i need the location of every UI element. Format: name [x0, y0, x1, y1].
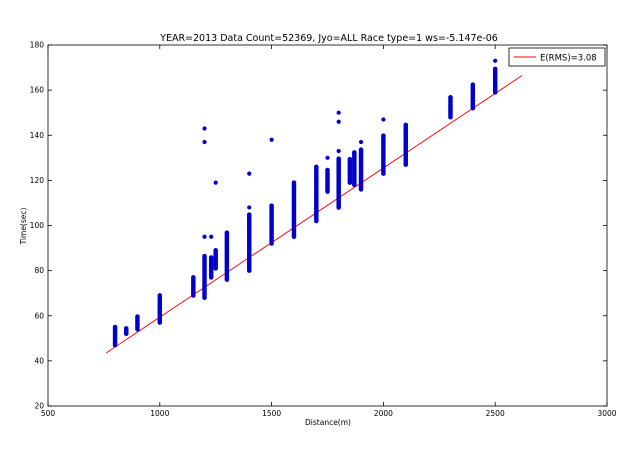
scatter-point — [209, 234, 214, 239]
x-tick-label: 500 — [41, 409, 56, 418]
scatter-point — [213, 248, 218, 253]
y-tick-label: 80 — [34, 266, 44, 275]
scatter-point — [191, 275, 196, 280]
x-axis-label: Distance(m) — [305, 418, 351, 427]
x-tick-label: 3000 — [597, 409, 616, 418]
scatter-column — [403, 122, 409, 167]
plot-marks — [105, 58, 523, 354]
scatter-point — [202, 139, 207, 145]
scatter-point — [492, 66, 498, 72]
scatter-point — [336, 110, 341, 115]
scatter-point — [208, 255, 214, 260]
axes: 500 1000 1500 2000 2500 3000 20 40 60 80 100 120 140… — [30, 41, 617, 418]
scatter-column — [191, 275, 196, 298]
scatter-point — [347, 156, 353, 162]
y-tick-label: 180 — [30, 41, 45, 50]
scatter-column — [202, 253, 207, 301]
scatter-column — [347, 156, 353, 185]
scatter-column — [470, 82, 476, 111]
scatter-point — [112, 324, 118, 330]
scatter-column — [157, 293, 163, 325]
scatter-column — [112, 324, 118, 348]
chart-title: YEAR=2013 Data Count=52369, Jyo=ALL Race… — [159, 33, 498, 44]
scatter-point — [246, 212, 252, 217]
scatter-point — [493, 58, 498, 63]
scatter-column — [448, 95, 453, 120]
legend: E(RMS)=3.08 — [508, 47, 606, 67]
scatter-point — [269, 203, 274, 208]
scatter-point — [135, 314, 140, 319]
scatter-point — [202, 234, 207, 239]
scatter-column — [314, 164, 319, 224]
y-tick-label: 60 — [34, 311, 44, 320]
scatter-point — [247, 205, 252, 210]
scatter-column — [381, 133, 386, 176]
scatter-point — [336, 119, 341, 124]
x-tick-label: 1000 — [150, 409, 169, 418]
scatter-point — [202, 126, 207, 131]
y-tick-label: 160 — [30, 86, 45, 95]
scatter-point — [358, 139, 364, 145]
scatter-point — [358, 147, 364, 152]
scatter-column — [352, 150, 357, 188]
scatter-column — [336, 156, 341, 210]
scatter-point — [213, 180, 218, 185]
x-tick-label: 2500 — [486, 409, 505, 418]
scatter-point — [470, 82, 476, 88]
scatter-point — [352, 150, 357, 155]
scatter-point — [403, 122, 409, 128]
scatter-point — [336, 148, 341, 154]
scatter-point — [291, 180, 297, 185]
scatter-point — [448, 95, 453, 100]
scatter-point — [224, 230, 230, 236]
y-tick-label: 140 — [30, 131, 45, 140]
scatter-column — [208, 255, 214, 280]
scatter-point — [325, 155, 330, 160]
scatter-column — [358, 147, 364, 192]
scatter-column — [325, 167, 330, 194]
legend-entry-label: E(RMS)=3.08 — [540, 54, 597, 64]
scatter-column — [213, 248, 218, 271]
scatter-column — [246, 212, 252, 273]
scatter-column — [269, 203, 274, 246]
scatter-point — [247, 171, 252, 176]
scatter-point — [157, 293, 163, 298]
y-tick-label: 100 — [30, 221, 45, 230]
x-tick-label: 1500 — [262, 409, 281, 418]
scatter-column — [224, 230, 230, 282]
scatter-point — [381, 117, 386, 122]
legend-box — [508, 47, 606, 67]
scatter-column — [291, 180, 297, 240]
scatter-point — [123, 326, 129, 331]
scatter-point — [336, 156, 341, 162]
scatter-column — [135, 314, 140, 332]
scatter-point — [448, 110, 453, 115]
y-tick-label: 40 — [34, 356, 44, 365]
x-tick-label: 2000 — [374, 409, 393, 418]
scatter-point — [269, 137, 274, 142]
scatter-point — [493, 69, 498, 75]
y-axis-label: Time(sec) — [19, 208, 28, 246]
y-tick-label: 20 — [34, 402, 44, 411]
scatter-point — [314, 164, 319, 170]
scatter-point — [381, 133, 386, 139]
scatter-point — [202, 253, 207, 259]
scatter-point — [325, 167, 330, 173]
scatter-column — [123, 326, 129, 337]
y-tick-label: 120 — [30, 176, 45, 185]
